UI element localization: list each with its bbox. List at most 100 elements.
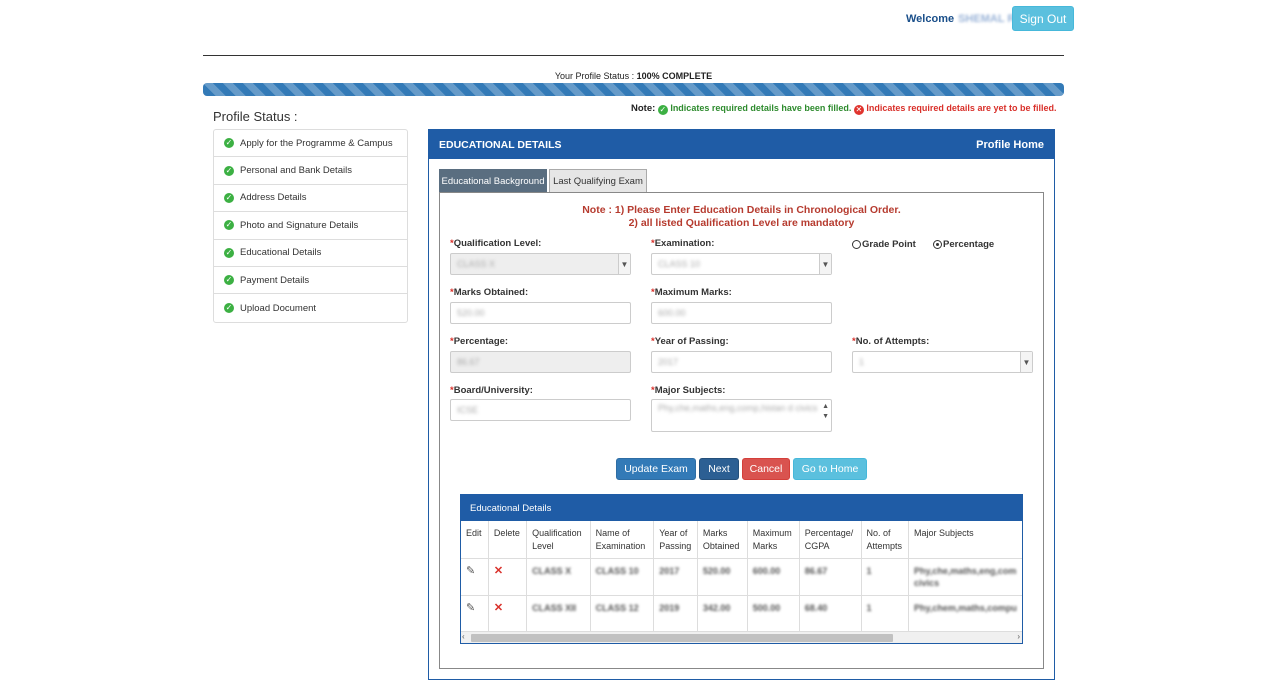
col-delete: Delete (488, 521, 528, 558)
board-input[interactable]: ICSE (450, 399, 631, 421)
scrollbar-thumb[interactable] (471, 634, 893, 642)
sidebar-item-label: Personal and Bank Details (240, 165, 352, 177)
sidebar-item-label: Educational Details (240, 247, 322, 259)
legend-note: Note: ✓ Indicates required details have … (631, 103, 1056, 115)
note-filled: Indicates required details have been fil… (670, 103, 852, 113)
table-title: Educational Details (461, 495, 1022, 521)
sidebar-item-educational[interactable]: ✓ Educational Details (214, 240, 407, 267)
header-divider (203, 55, 1064, 56)
col-attempts: No. of Attempts (861, 521, 910, 558)
tab-content (439, 192, 1044, 669)
profile-status-sidebar: ✓ Apply for the Programme & Campus ✓ Perso… (213, 129, 408, 323)
sidebar-item-address[interactable]: ✓ Address Details (214, 185, 407, 213)
col-percentage: Percentage/CGPA (799, 521, 862, 558)
check-circle-icon: ✓ (657, 105, 668, 115)
welcome-text: Welcome SHEMAL RAJ (906, 13, 1029, 25)
educational-details-panel: EDUCATIONAL DETAILS Profile Home (428, 129, 1055, 680)
cross-circle-icon: ✕ (853, 105, 864, 115)
scroll-left-icon[interactable]: ‹ (462, 632, 465, 641)
col-marks: Marks Obtained (697, 521, 748, 558)
sidebar-item-payment[interactable]: ✓ Payment Details (214, 267, 407, 295)
check-circle-icon: ✓ (224, 192, 234, 203)
marks-obtained-label: *Marks Obtained: (450, 287, 529, 298)
sidebar-item-photo[interactable]: ✓ Photo and Signature Details (214, 212, 407, 240)
profile-status-text: Your Profile Status : 100% COMPLETE (203, 71, 1064, 81)
table-row: ✎ ✕ CLASS XII CLASS 12 2019 342.00 500.0… (461, 594, 1022, 632)
sidebar-item-personal[interactable]: ✓ Personal and Bank Details (214, 157, 407, 185)
delete-icon[interactable]: ✕ (493, 564, 504, 577)
pencil-icon[interactable]: ✎ (466, 564, 476, 577)
profile-status-value: 100% COMPLETE (636, 71, 713, 81)
qualification-level-label: *Qualification Level: (450, 238, 542, 249)
tab-last-qualifying-exam[interactable]: Last Qualifying Exam (549, 169, 647, 192)
maximum-marks-label: *Maximum Marks: (651, 287, 732, 298)
profile-home-link[interactable]: Profile Home (976, 138, 1044, 151)
year-of-passing-input[interactable]: 2017 (651, 351, 832, 373)
details-table: Edit Delete Qualification Level Name of Ex… (461, 521, 1022, 632)
check-circle-icon: ✓ (224, 138, 234, 149)
check-circle-icon: ✓ (224, 275, 234, 286)
sidebar-item-label: Payment Details (240, 274, 310, 286)
profile-status-label: Your Profile Status : (554, 71, 635, 81)
check-circle-icon: ✓ (224, 220, 234, 231)
attempts-select[interactable]: 1 ▼ (852, 351, 1033, 373)
check-circle-icon: ✓ (224, 247, 234, 258)
col-qualification: Qualification Level (526, 521, 591, 558)
delete-icon[interactable]: ✕ (493, 601, 504, 614)
instruction-line-1: Note : 1) Please Enter Education Details… (582, 204, 901, 216)
col-year: Year of Passing (653, 521, 698, 558)
next-button[interactable]: Next (699, 458, 739, 480)
maximum-marks-input[interactable]: 600.00 (651, 302, 832, 324)
marks-obtained-input[interactable]: 520.00 (450, 302, 631, 324)
major-subjects-label: *Major Subjects: (651, 385, 726, 396)
panel-header: EDUCATIONAL DETAILS Profile Home (429, 130, 1054, 159)
panel-title: EDUCATIONAL DETAILS (439, 138, 562, 151)
percentage-radio[interactable]: Percentage (933, 239, 994, 250)
note-label: Note: (631, 103, 656, 114)
sign-out-button[interactable]: Sign Out (1012, 6, 1074, 31)
scroll-arrows-icon[interactable]: ▲ ▼ (822, 403, 829, 420)
sidebar-item-label: Upload Document (240, 302, 317, 314)
radio-selected-icon (933, 240, 942, 249)
tab-educational-background[interactable]: Educational Background (439, 169, 547, 192)
instructions: Note : 1) Please Enter Education Details… (439, 204, 1044, 230)
table-header-row: Edit Delete Qualification Level Name of Ex… (461, 521, 1022, 558)
check-circle-icon: ✓ (224, 303, 234, 314)
grade-point-radio[interactable]: Grade Point (852, 239, 916, 250)
horizontal-scrollbar[interactable]: ‹ › (461, 631, 1022, 643)
percentage-label: *Percentage: (450, 336, 509, 347)
sidebar-item-label: Apply for the Programme & Campus (240, 137, 393, 149)
update-exam-button[interactable]: Update Exam (616, 458, 696, 480)
col-subjects: Major Subjects (914, 528, 974, 538)
instruction-line-2: 2) all listed Qualification Level are ma… (628, 217, 855, 229)
qualification-level-select[interactable]: CLASS X ▼ (450, 253, 631, 275)
cancel-button[interactable]: Cancel (742, 458, 790, 480)
profile-progress-bar (203, 83, 1064, 96)
percentage-input[interactable]: 86.67 (450, 351, 631, 373)
attempts-label: *No. of Attempts: (852, 336, 930, 347)
radio-icon (852, 240, 861, 249)
examination-select[interactable]: CLASS 10 ▼ (651, 253, 832, 275)
scroll-right-icon[interactable]: › (1017, 632, 1020, 641)
user-name: SHEMAL RAJ (958, 13, 1030, 25)
col-examination: Name of Examination (590, 521, 655, 558)
sidebar-item-upload[interactable]: ✓ Upload Document (214, 294, 407, 321)
chevron-down-icon: ▼ (819, 254, 831, 274)
go-to-home-button[interactable]: Go to Home (793, 458, 867, 480)
examination-label: *Examination: (651, 238, 715, 249)
note-not-filled: Indicates required details are yet to be… (866, 103, 1057, 113)
sidebar-item-apply[interactable]: ✓ Apply for the Programme & Campus (214, 130, 407, 158)
educational-details-table: Educational Details Edit Delete Qualific… (460, 494, 1023, 644)
sidebar-item-label: Photo and Signature Details (240, 219, 359, 231)
pencil-icon[interactable]: ✎ (466, 601, 476, 614)
chevron-down-icon: ▼ (1020, 352, 1032, 372)
welcome-label: Welcome (906, 13, 955, 25)
check-circle-icon: ✓ (224, 165, 234, 176)
chevron-down-icon: ▼ (618, 254, 630, 274)
sidebar-item-label: Address Details (240, 192, 307, 204)
col-edit: Edit (461, 521, 489, 558)
table-row: ✎ ✕ CLASS X CLASS 10 2017 520.00 600.00 … (461, 557, 1022, 595)
major-subjects-textarea[interactable]: Phy,che,maths,eng,comp,histan d civics ▲ ▼ (651, 399, 832, 432)
year-of-passing-label: *Year of Passing: (651, 336, 729, 347)
col-max: Maximum Marks (747, 521, 800, 558)
